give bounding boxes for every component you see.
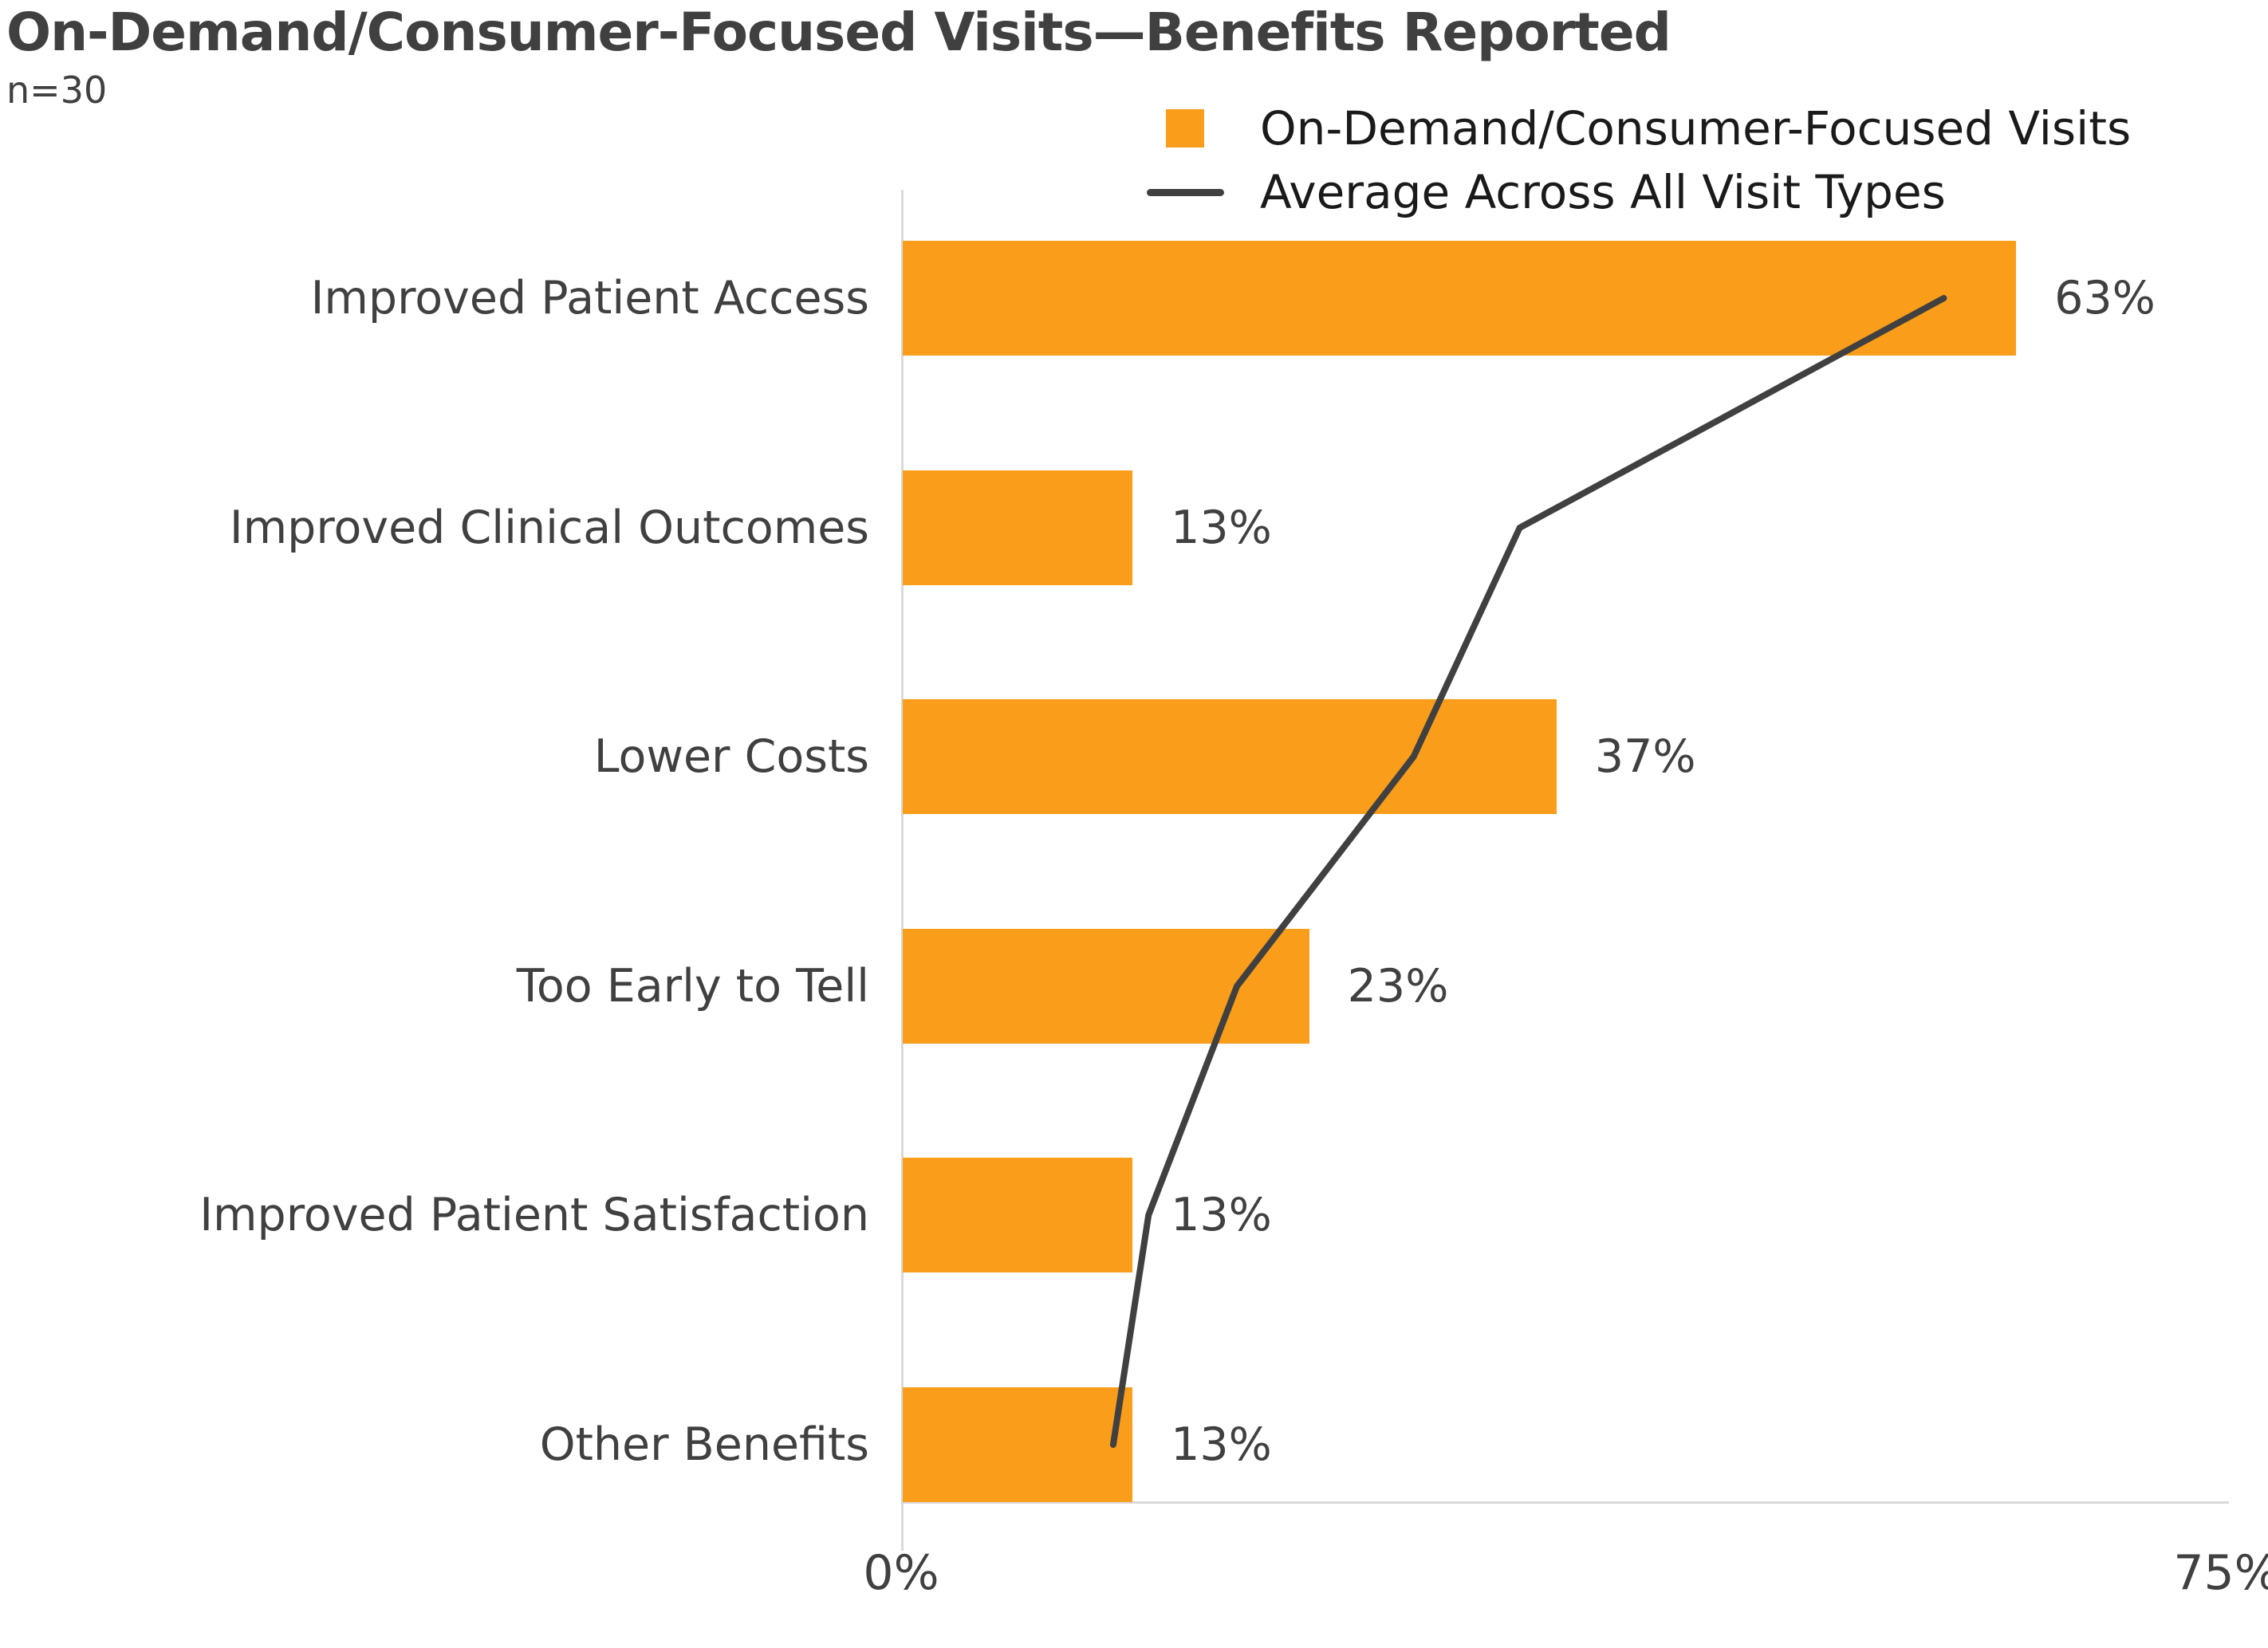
category-label: Improved Clinical Outcomes <box>229 501 869 554</box>
bar <box>903 241 2017 356</box>
value-label: 13% <box>1171 1189 1272 1241</box>
legend-label-line-series: Average Across All Visit Types <box>1260 165 1946 219</box>
legend-label-bar-series: On-Demand/Consumer-Focused Visits <box>1260 101 2132 155</box>
legend-marker-cell <box>1140 109 1230 147</box>
legend-item-bar-series: On-Demand/Consumer-Focused Visits <box>1140 96 2131 160</box>
value-label: 23% <box>1347 960 1449 1013</box>
line-series-swatch-icon <box>1146 188 1224 196</box>
value-label: 13% <box>1171 1418 1272 1471</box>
category-label: Improved Patient Access <box>310 272 869 324</box>
x-tick-label: 0% <box>863 1545 939 1601</box>
value-label: 37% <box>1594 730 1696 783</box>
sample-size-label: n=30 <box>6 69 108 112</box>
category-label: Lower Costs <box>593 730 869 783</box>
x-axis-baseline <box>901 1501 2229 1504</box>
bar <box>903 699 1557 814</box>
value-label: 13% <box>1171 501 1272 554</box>
legend-marker-cell <box>1140 188 1230 196</box>
legend: On-Demand/Consumer-Focused Visits Averag… <box>1140 96 2131 224</box>
bar-series-swatch-icon <box>1166 109 1204 147</box>
bar <box>903 929 1309 1044</box>
y-axis-line <box>901 190 904 1551</box>
x-tick-label: 75% <box>2173 1545 2268 1601</box>
bar <box>903 1387 1133 1502</box>
bar <box>903 470 1133 585</box>
category-label: Improved Patient Satisfaction <box>199 1189 869 1241</box>
legend-item-line-series: Average Across All Visit Types <box>1140 160 2131 224</box>
chart-title: On-Demand/Consumer-Focused Visits—Benefi… <box>6 2 1671 63</box>
category-label: Too Early to Tell <box>516 960 869 1013</box>
category-label: Other Benefits <box>539 1418 869 1471</box>
value-label: 63% <box>2054 272 2156 324</box>
bar <box>903 1158 1133 1272</box>
